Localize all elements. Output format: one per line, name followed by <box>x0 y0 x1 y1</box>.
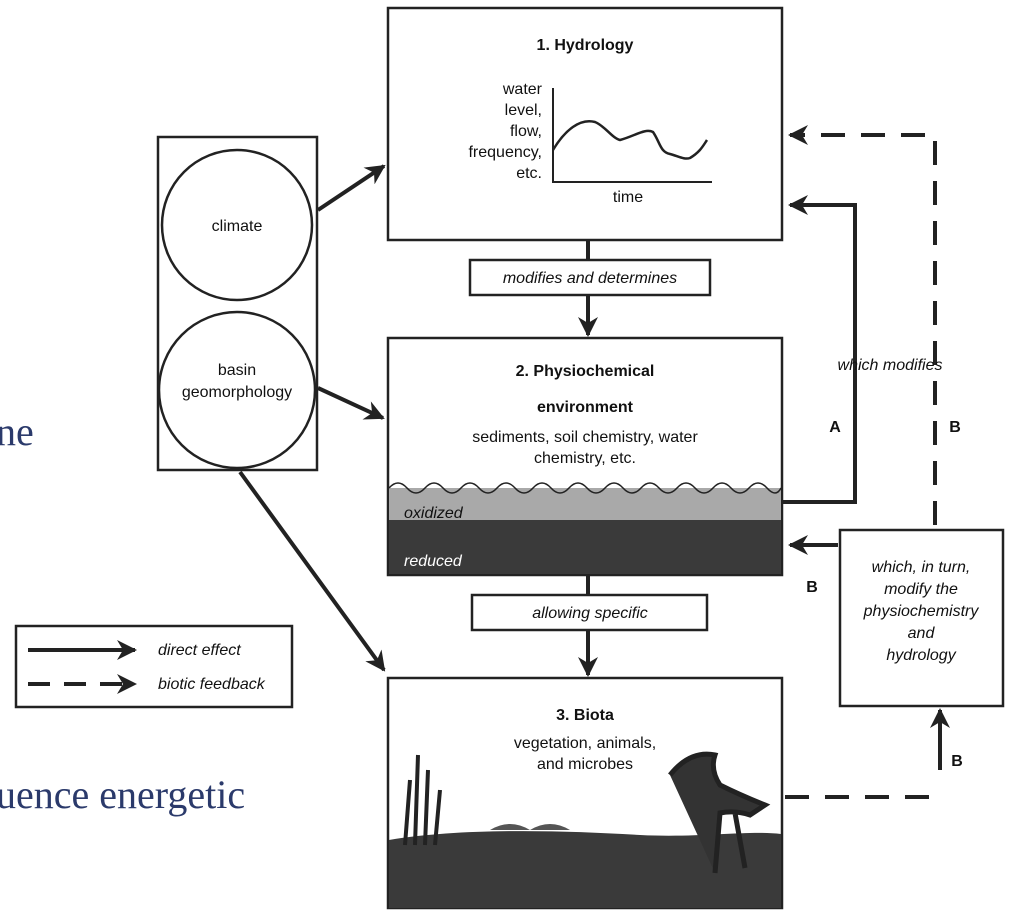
arrow <box>316 164 386 212</box>
link-box <box>470 593 709 632</box>
link-label: modifies and determines <box>503 270 677 287</box>
label: B <box>951 753 963 770</box>
layer-label: reduced <box>404 553 463 570</box>
arrow <box>782 195 857 504</box>
driver-label: basin geomorphology <box>182 362 292 401</box>
title: 2. Physiochemical environment <box>516 363 655 416</box>
graph-curve <box>551 119 709 160</box>
circle <box>157 310 317 470</box>
title: 1. Hydrology <box>537 37 634 54</box>
layer-label: oxidized <box>404 505 464 522</box>
title: 3. Biota <box>556 707 614 724</box>
reduced-layer <box>389 520 781 574</box>
graph-axes <box>552 88 712 183</box>
legend-label: direct effect <box>158 642 241 659</box>
reeds <box>403 754 442 846</box>
feedback-label: which modifies <box>838 357 943 374</box>
label: A <box>829 419 841 436</box>
legend-label: biotic feedback <box>158 676 266 693</box>
bg-text: uence energetic <box>0 772 245 817</box>
y-label: water level, flow, frequency, etc. <box>468 81 542 182</box>
bg-text: ne <box>0 409 34 454</box>
water-surface <box>388 482 782 494</box>
feedback-text: which, in turn, modify the physiochemistry… <box>863 559 980 664</box>
dashed-arrow <box>788 125 937 525</box>
hydrology-box <box>386 6 784 242</box>
heron <box>668 751 771 874</box>
driver-label: climate <box>212 218 263 235</box>
ground <box>389 831 781 908</box>
subtitle: sediments, soil chemistry, water chemistr… <box>472 429 698 467</box>
link-label: allowing specific <box>532 605 648 622</box>
lily <box>490 824 570 830</box>
circle <box>160 148 314 302</box>
feedback-box <box>838 528 1005 708</box>
label: B <box>949 419 961 436</box>
label: B <box>806 579 818 596</box>
x-label: time <box>613 189 643 206</box>
background-text: ne uence energetic <box>0 409 245 817</box>
subtitle: vegetation, animals, and microbes <box>514 735 656 773</box>
arrow <box>238 470 386 672</box>
legend-box <box>14 624 294 709</box>
link-box <box>468 258 712 297</box>
arrow <box>317 386 385 420</box>
